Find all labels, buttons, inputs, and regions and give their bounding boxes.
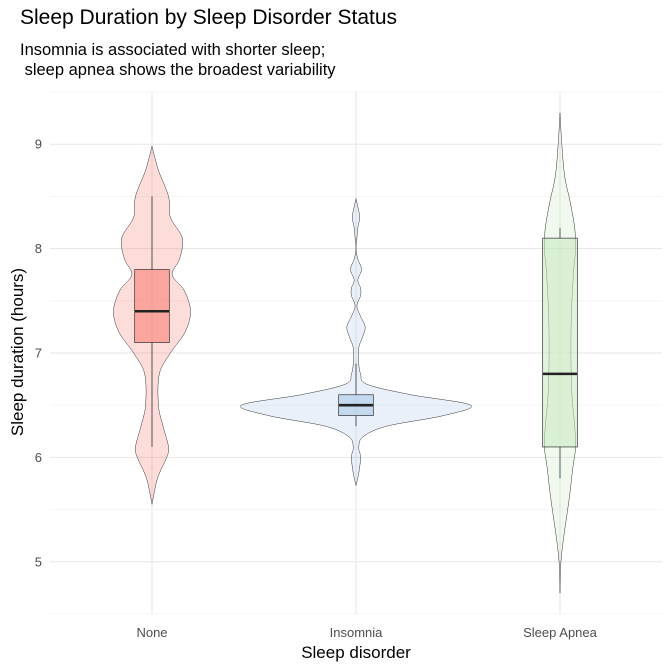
x-tick-label: None [136, 625, 167, 640]
y-tick-label: 6 [35, 450, 42, 465]
violin-insomnia [240, 198, 472, 486]
chart-subtitle: Insomnia is associated with shorter slee… [20, 41, 336, 79]
x-tick-labels: None Insomnia Sleep Apnea [136, 625, 597, 640]
x-tick-label: Sleep Apnea [523, 625, 598, 640]
y-tick-label: 8 [35, 241, 42, 256]
y-tick-label: 7 [35, 346, 42, 361]
y-axis-title: Sleep duration (hours) [8, 268, 27, 436]
box-none [134, 269, 170, 343]
x-axis-title: Sleep disorder [301, 643, 411, 662]
box-sleep-apnea [542, 237, 578, 448]
y-tick-labels: 5 6 7 8 9 [35, 137, 42, 570]
x-tick-label: Insomnia [330, 625, 384, 640]
y-tick-label: 9 [35, 137, 42, 152]
chart-title: Sleep Duration by Sleep Disorder Status [20, 6, 398, 29]
boxplots [134, 196, 578, 479]
y-tick-label: 5 [35, 554, 42, 569]
